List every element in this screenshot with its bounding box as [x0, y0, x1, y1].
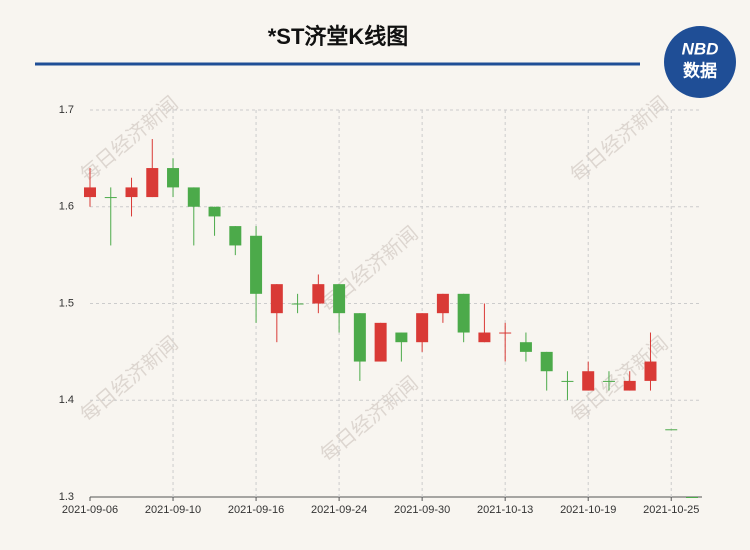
y-tick-label: 1.4 — [59, 394, 74, 406]
x-tick-label: 2021-09-24 — [311, 504, 367, 516]
candle-body — [395, 332, 408, 343]
logo-bottom: 数据 — [683, 60, 717, 80]
candle-body — [333, 284, 346, 314]
candle-body — [665, 429, 678, 431]
candle-body — [478, 332, 491, 343]
candle-body — [250, 235, 263, 294]
candle-body — [167, 168, 180, 188]
candle-body — [374, 322, 387, 362]
candle-body — [561, 380, 574, 382]
candle-body — [291, 303, 304, 305]
candle-body — [416, 313, 429, 343]
y-tick-label: 1.5 — [59, 297, 74, 309]
candle-body — [312, 284, 325, 304]
logo-top: NBD — [682, 39, 719, 58]
candle-body — [602, 380, 615, 382]
x-tick-label: 2021-10-13 — [477, 504, 533, 516]
candle-body — [519, 342, 532, 352]
y-tick-label: 1.7 — [59, 104, 74, 116]
candle-body — [540, 351, 553, 372]
x-tick-label: 2021-09-30 — [394, 504, 450, 516]
x-tick-label: 2021-10-25 — [643, 504, 699, 516]
candle-body — [353, 313, 366, 362]
candle-body — [229, 226, 242, 246]
candle-body — [125, 187, 138, 198]
candle-body — [436, 293, 449, 314]
candle-body — [187, 187, 200, 207]
candle-body — [208, 206, 221, 217]
candle-body — [644, 361, 657, 381]
x-tick-label: 2021-10-19 — [560, 504, 616, 516]
candle-body — [686, 497, 698, 498]
chart-title: *ST济堂K线图 — [268, 24, 409, 49]
candle-body — [270, 284, 283, 314]
candle-body — [104, 197, 117, 199]
logo-circle — [664, 26, 736, 98]
candle-body — [146, 168, 159, 198]
candle-body — [582, 371, 595, 391]
x-tick-label: 2021-09-16 — [228, 504, 284, 516]
candle-body — [499, 332, 512, 334]
candle-body — [623, 380, 636, 391]
x-tick-label: 2021-09-06 — [62, 504, 118, 516]
y-tick-label: 1.6 — [59, 201, 74, 213]
candle-body — [457, 293, 470, 333]
y-tick-label: 1.3 — [59, 491, 74, 503]
x-tick-label: 2021-09-10 — [145, 504, 201, 516]
candle-body — [84, 187, 96, 198]
